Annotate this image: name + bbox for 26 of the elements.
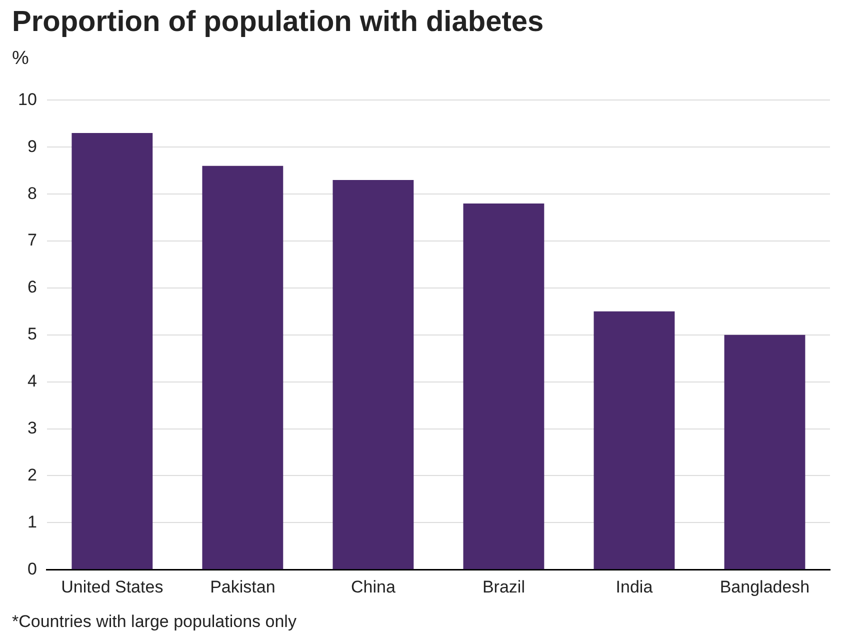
- y-axis-title: %: [12, 48, 29, 70]
- x-tick-label: United States: [61, 577, 164, 596]
- x-tick-label: India: [616, 577, 654, 596]
- y-tick-label: 5: [27, 324, 37, 344]
- x-tick-label: Brazil: [482, 577, 525, 596]
- bar: [202, 166, 284, 570]
- y-tick-label: 6: [27, 278, 37, 297]
- y-tick-label: 3: [27, 418, 37, 438]
- bar: [594, 311, 675, 570]
- chart-title: Proportion of population with diabetes: [12, 6, 544, 39]
- bar: [332, 180, 414, 570]
- y-tick-label: 2: [27, 465, 37, 484]
- y-tick-label: 10: [18, 90, 37, 109]
- y-tick-label: 4: [27, 372, 37, 391]
- bar: [724, 334, 806, 570]
- y-tick-label: 1: [27, 512, 37, 532]
- text: *Countries with large populations only: [12, 612, 296, 632]
- y-tick-label: 7: [27, 230, 37, 250]
- bar: [72, 133, 153, 570]
- y-tick-label: 8: [27, 184, 37, 203]
- y-tick-label: 0: [27, 559, 37, 578]
- bar: [463, 203, 544, 570]
- x-tick-label: Bangladesh: [720, 577, 810, 596]
- y-tick-label: 9: [27, 136, 37, 156]
- x-tick-label: Pakistan: [210, 577, 276, 596]
- x-tick-label: China: [350, 577, 396, 596]
